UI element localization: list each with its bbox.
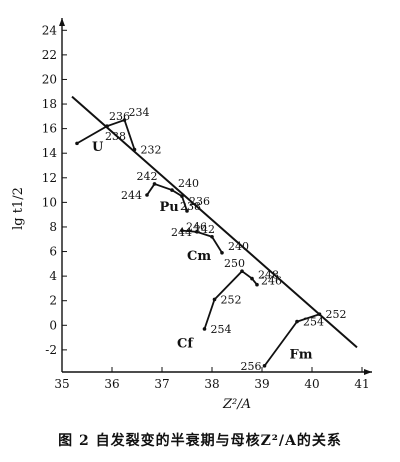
x-tick-label: 35: [54, 377, 69, 391]
series-name-label: U: [92, 140, 104, 155]
data-label: 250: [224, 257, 245, 270]
figure-caption: 图 2 自发裂变的半衰期与母核Z²/A的关系: [58, 433, 342, 449]
data-label: 236: [189, 195, 210, 208]
axes: 35 36 37 38 39 40 41-2024681012141618202224Z²/…: [11, 18, 372, 412]
series-name-label: Fm: [290, 347, 313, 362]
x-tick-label: 40: [304, 377, 319, 391]
data-label: 236: [109, 110, 130, 123]
data-point: [295, 319, 299, 324]
data-label: 242: [137, 170, 158, 183]
y-tick-label: 10: [42, 195, 57, 209]
data-label: 244: [171, 226, 192, 239]
y-tick-label: -2: [45, 343, 57, 357]
x-tick-label: 38: [204, 377, 219, 391]
x-tick-label: 37: [154, 377, 169, 391]
series-name-label: Cf: [177, 336, 194, 351]
data-point: [220, 250, 224, 255]
y-tick-label: 18: [42, 97, 57, 111]
y-tick-label: 24: [42, 23, 58, 37]
data-point: [195, 230, 199, 234]
data-point: [185, 209, 189, 213]
data-point: [170, 188, 174, 192]
series-name-label: Cm: [187, 249, 211, 264]
y-axis-arrow: [59, 18, 65, 26]
y-tick-label: 8: [49, 220, 57, 234]
data-point: [105, 124, 109, 128]
y-tick-label: 4: [49, 269, 57, 283]
y-tick-label: 0: [49, 318, 57, 332]
data-point: [255, 282, 259, 287]
data-point: [317, 312, 322, 317]
data-point: [262, 364, 267, 368]
data-label: 238: [180, 200, 201, 213]
data-point: [240, 269, 244, 274]
data-label: 252: [221, 293, 242, 306]
trend-line-group: [71, 95, 358, 349]
data-point: [212, 297, 217, 302]
data-point: [122, 118, 127, 122]
x-tick-label: 36: [104, 377, 119, 391]
y-tick-label: 2: [49, 294, 57, 308]
data-label: 246: [261, 275, 282, 288]
x-axis-arrow: [364, 369, 372, 375]
data-point: [250, 276, 254, 281]
series-name-label: Pu: [160, 200, 179, 215]
data-label: 234: [129, 106, 150, 119]
data-point: [180, 228, 184, 233]
data-point: [152, 182, 157, 186]
data-label: 232: [141, 144, 162, 157]
data-label: 240: [228, 240, 249, 253]
data-label: 238: [105, 130, 126, 143]
data-label: 252: [326, 308, 347, 321]
data-point: [180, 194, 184, 199]
x-tick-label: 39: [254, 377, 269, 391]
data-label: 248: [258, 269, 279, 282]
data-point: [75, 141, 79, 146]
y-tick-label: 6: [49, 245, 57, 259]
data-point: [202, 327, 207, 331]
x-axis-title: Z²/A: [222, 397, 251, 412]
y-axis-title: lg t1/2: [11, 187, 26, 230]
data-label: 256: [241, 360, 262, 373]
data-label: 254: [211, 323, 232, 336]
data-label: 244: [121, 189, 142, 202]
y-tick-label: 14: [42, 146, 58, 160]
y-tick-label: 16: [42, 122, 57, 136]
series-line: [76, 118, 136, 150]
data-point: [145, 193, 149, 197]
data-label: 254: [303, 316, 324, 329]
y-tick-label: 20: [42, 72, 57, 86]
data-label: 246: [186, 221, 207, 234]
y-tick-label: 12: [42, 171, 57, 185]
y-tick-label: 22: [42, 48, 57, 62]
data-label: 242: [194, 223, 215, 236]
data-point: [210, 234, 214, 239]
x-tick-label: 41: [354, 377, 369, 391]
data-point: [132, 147, 137, 152]
series-line: [181, 229, 223, 254]
data-label: 240: [178, 177, 199, 190]
trend-line: [71, 95, 358, 349]
